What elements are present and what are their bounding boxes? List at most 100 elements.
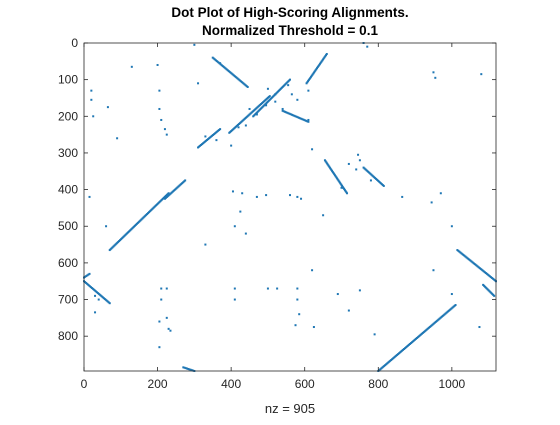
data-point [348, 163, 350, 165]
data-point [234, 288, 236, 290]
data-point [401, 196, 403, 198]
data-point [219, 62, 221, 64]
data-point [267, 88, 269, 90]
data-point [274, 93, 276, 95]
data-point [440, 192, 442, 194]
data-point [204, 135, 206, 137]
data-point [348, 310, 350, 312]
data-point [341, 187, 343, 189]
data-point [166, 134, 168, 136]
data-point [239, 211, 241, 213]
x-tick-label: 200 [148, 377, 168, 391]
data-point [158, 321, 160, 323]
y-tick-label: 200 [58, 109, 78, 123]
data-point [295, 324, 297, 326]
data-point [230, 145, 232, 147]
data-point [307, 121, 309, 123]
data-point [265, 104, 267, 106]
data-point [296, 196, 298, 198]
x-tick-label: 600 [295, 377, 315, 391]
chart-title-line-1: Dot Plot of High-Scoring Alignments. [171, 5, 408, 20]
data-point [245, 124, 247, 126]
y-tick-label: 600 [58, 256, 78, 270]
data-point [287, 84, 289, 86]
data-point [451, 293, 453, 295]
data-point [204, 244, 206, 246]
data-point [158, 108, 160, 110]
data-point [164, 128, 166, 130]
data-point [247, 86, 249, 88]
data-point [370, 179, 372, 181]
data-point [234, 225, 236, 227]
data-point [94, 295, 96, 297]
data-point [307, 119, 309, 121]
y-tick-label: 300 [58, 146, 78, 160]
data-point [298, 313, 300, 315]
data-point [158, 90, 160, 92]
data-point [455, 304, 457, 306]
y-tick-label: 100 [58, 73, 78, 87]
data-point [282, 108, 284, 110]
x-tick-label: 800 [368, 377, 388, 391]
data-point [357, 154, 359, 156]
data-point [432, 71, 434, 73]
data-point [105, 225, 107, 227]
data-point [160, 299, 162, 301]
data-point [238, 126, 240, 128]
data-point [311, 148, 313, 150]
data-point [478, 326, 480, 328]
data-point [193, 44, 195, 46]
data-point [326, 53, 328, 55]
data-point [131, 66, 133, 68]
x-axis-label: nz = 905 [265, 401, 315, 416]
data-point [89, 273, 91, 275]
chart-title-line-2: Normalized Threshold = 0.1 [202, 23, 378, 38]
data-point [300, 198, 302, 200]
data-point [215, 139, 217, 141]
data-point [158, 346, 160, 348]
data-point [274, 101, 276, 103]
data-point [166, 288, 168, 290]
data-point [234, 299, 236, 301]
data-point [296, 288, 298, 290]
data-point [265, 194, 267, 196]
data-point [98, 299, 100, 301]
data-point [169, 330, 171, 332]
data-point [90, 90, 92, 92]
y-tick-label: 0 [71, 36, 78, 50]
data-point [337, 293, 339, 295]
data-point [249, 108, 251, 110]
data-point [232, 190, 234, 192]
y-tick-label: 700 [58, 293, 78, 307]
data-point [359, 289, 361, 291]
y-tick-label: 800 [58, 329, 78, 343]
data-point [94, 311, 96, 313]
x-tick-label: 1000 [439, 377, 466, 391]
data-point [296, 99, 298, 101]
data-point [432, 269, 434, 271]
data-point [276, 288, 278, 290]
data-point [289, 79, 291, 81]
data-point [383, 185, 385, 187]
data-point [434, 77, 436, 79]
data-point [90, 99, 92, 101]
data-point [366, 46, 368, 48]
x-tick-label: 400 [221, 377, 241, 391]
data-point [289, 194, 291, 196]
data-point [346, 192, 348, 194]
data-point [480, 73, 482, 75]
data-point [168, 328, 170, 330]
data-point [296, 299, 298, 301]
x-tick-label: 0 [81, 377, 88, 391]
data-point [256, 113, 258, 115]
data-point [184, 179, 186, 181]
data-point [269, 95, 271, 97]
data-point [451, 225, 453, 227]
data-point [359, 159, 361, 161]
data-point [89, 196, 91, 198]
data-point [160, 288, 162, 290]
data-point [241, 192, 243, 194]
data-point [107, 106, 109, 108]
data-point [291, 93, 293, 95]
